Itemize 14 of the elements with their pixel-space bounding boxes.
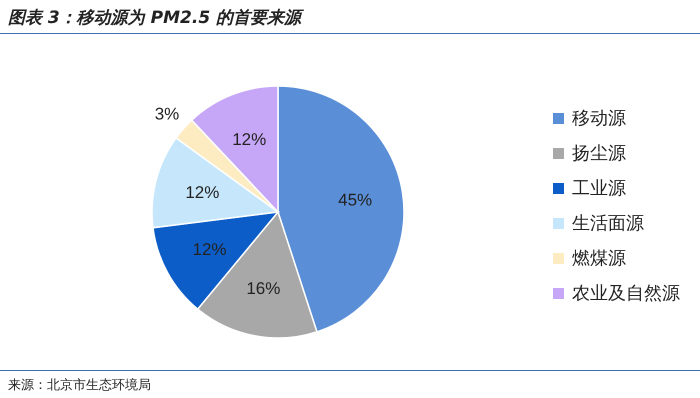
legend-label: 扬尘源 — [572, 142, 626, 165]
legend-label: 燃煤源 — [572, 247, 626, 270]
chart-title: 图表 3：移动源为 PM2.5 的首要来源 — [8, 7, 302, 29]
data-label: 12% — [232, 130, 266, 149]
source-note: 来源：北京市生态环境局 — [8, 377, 151, 394]
data-label: 45% — [338, 190, 372, 210]
legend-label: 农业及自然源 — [572, 282, 680, 305]
data-label: 3% — [154, 104, 180, 124]
data-label: 12% — [192, 240, 227, 260]
legend-label: 工业源 — [572, 177, 626, 200]
data-label: 16% — [246, 279, 280, 298]
legend-label: 生活面源 — [572, 212, 644, 235]
data-label: 12% — [185, 183, 220, 202]
legend-label: 移动源 — [572, 107, 626, 130]
